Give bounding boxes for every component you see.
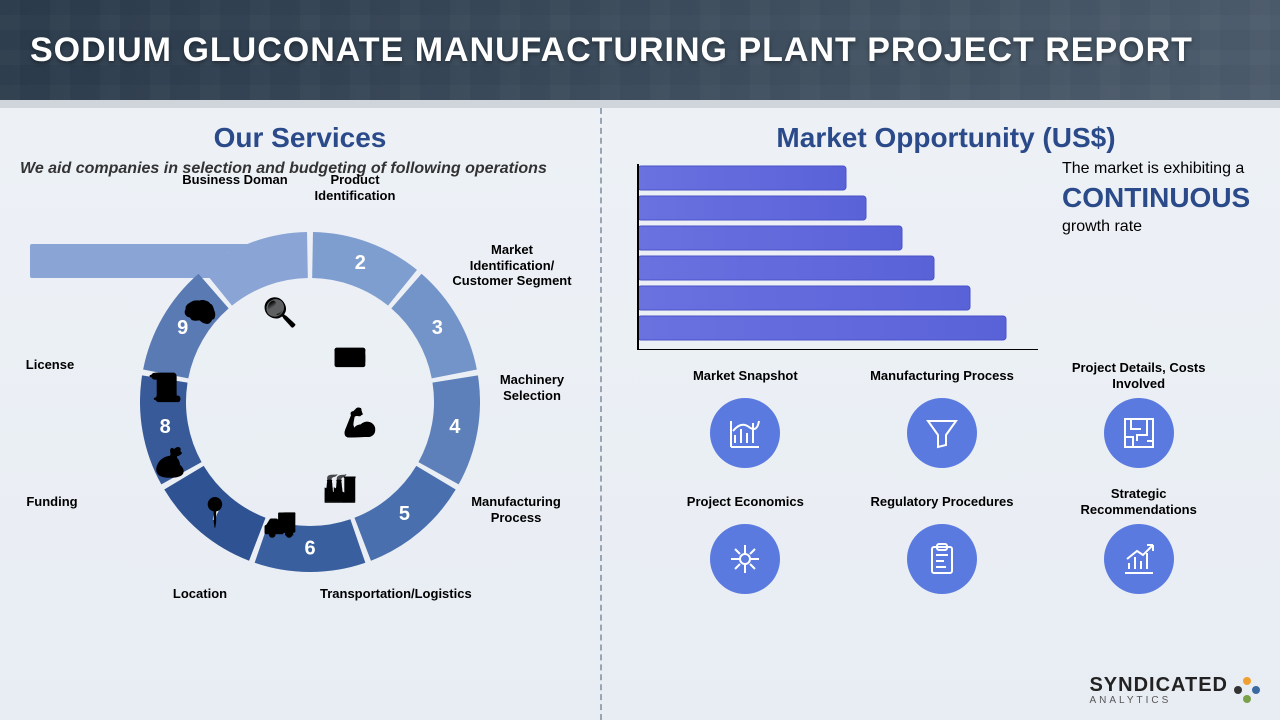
head-icon: 🧠 <box>180 292 220 332</box>
topic-2-label: Manufacturing Process <box>867 360 1017 392</box>
growth-icon <box>1104 524 1174 594</box>
header-divider <box>0 100 1280 108</box>
market-bar-chart <box>632 160 1052 350</box>
truck-icon: 🚚 <box>260 502 300 542</box>
market-bar-2 <box>638 196 866 220</box>
market-title: Market Opportunity (US$) <box>632 122 1260 154</box>
puzzle-icon <box>710 524 780 594</box>
growth-line-2: growth rate <box>1062 218 1260 236</box>
barcode-icon: 🔍 <box>260 292 300 332</box>
services-wheel-area: 1 23456789 Business DomanProduct Identif… <box>20 182 580 642</box>
growth-line-1: The market is exhibiting a <box>1062 160 1260 178</box>
cert-icon: 📜 <box>145 367 185 407</box>
segment-6-label: Transportation/Logistics <box>320 586 440 602</box>
segment-8-label: Funding <box>0 494 112 510</box>
robot-icon: 🦾 <box>340 402 380 442</box>
logo-dot <box>1234 686 1242 694</box>
services-panel: Our Services We aid companies in selecti… <box>0 108 600 720</box>
funnel-icon <box>907 398 977 468</box>
topic-3-label: Project Details, Costs Involved <box>1064 360 1214 392</box>
segment-8-number: 8 <box>160 416 171 438</box>
segment-4-number: 4 <box>449 416 461 438</box>
brand-logo: SYNDICATED ANALYTICS <box>1089 674 1260 706</box>
chart-icon <box>710 398 780 468</box>
topic-5-label: Regulatory Procedures <box>867 486 1017 518</box>
market-bar-1 <box>638 166 846 190</box>
maze-icon <box>1104 398 1174 468</box>
money-icon: 💰 <box>150 442 190 482</box>
segment-5-number: 5 <box>399 503 410 525</box>
topic-3: Project Details, Costs Involved <box>1045 360 1232 468</box>
logo-dot <box>1252 686 1260 694</box>
worker-icon: 🏭 <box>320 467 360 507</box>
topic-grid: Market Snapshot Manufacturing Process Proj… <box>652 360 1232 594</box>
page-title: SODIUM GLUCONATE MANUFACTURING PLANT PRO… <box>30 31 1193 70</box>
topic-2: Manufacturing Process <box>849 360 1036 468</box>
header-banner: SODIUM GLUCONATE MANUFACTURING PLANT PRO… <box>0 0 1280 100</box>
market-bar-6 <box>638 316 1006 340</box>
growth-callout: The market is exhibiting a CONTINUOUS gr… <box>1052 160 1260 350</box>
segment-5-label: Manufacturing Process <box>456 494 576 525</box>
segment-3-label: Market Identification/ Customer Segment <box>452 242 572 289</box>
main-content: Our Services We aid companies in selecti… <box>0 108 1280 720</box>
logo-dot <box>1243 677 1251 685</box>
topic-4: Project Economics <box>652 486 839 594</box>
logo-dot <box>1243 695 1251 703</box>
topic-6: Strategic Recommendations <box>1045 486 1232 594</box>
market-panel: Market Opportunity (US$) The market is e… <box>602 108 1280 720</box>
market-bar-3 <box>638 226 902 250</box>
topic-1-label: Market Snapshot <box>670 360 820 392</box>
segment-1-label: Business Doman <box>175 172 295 188</box>
topic-4-label: Project Economics <box>670 486 820 518</box>
segment-4-label: Machinery Selection <box>472 372 592 403</box>
market-bar-5 <box>638 286 970 310</box>
segment-2-label: Product Identification <box>295 172 415 203</box>
logo-mark-icon <box>1234 677 1260 703</box>
segment-9-label: License <box>0 357 110 373</box>
segment-2-number: 2 <box>355 252 366 274</box>
topic-6-label: Strategic Recommendations <box>1064 486 1214 518</box>
segment-7-label: Location <box>140 586 260 602</box>
chart-row: The market is exhibiting a CONTINUOUS gr… <box>632 160 1260 350</box>
idcard-icon: 🪪 <box>330 337 370 377</box>
segment-6-number: 6 <box>304 537 315 559</box>
segment-3-number: 3 <box>432 317 443 339</box>
pin-icon: 📍 <box>195 492 235 532</box>
clipboard-icon <box>907 524 977 594</box>
topic-5: Regulatory Procedures <box>849 486 1036 594</box>
services-title: Our Services <box>20 122 580 154</box>
topic-1: Market Snapshot <box>652 360 839 468</box>
growth-keyword: CONTINUOUS <box>1062 182 1260 214</box>
services-wheel: 23456789 <box>140 232 480 572</box>
market-bar-4 <box>638 256 934 280</box>
logo-text-main: SYNDICATED <box>1089 674 1228 697</box>
